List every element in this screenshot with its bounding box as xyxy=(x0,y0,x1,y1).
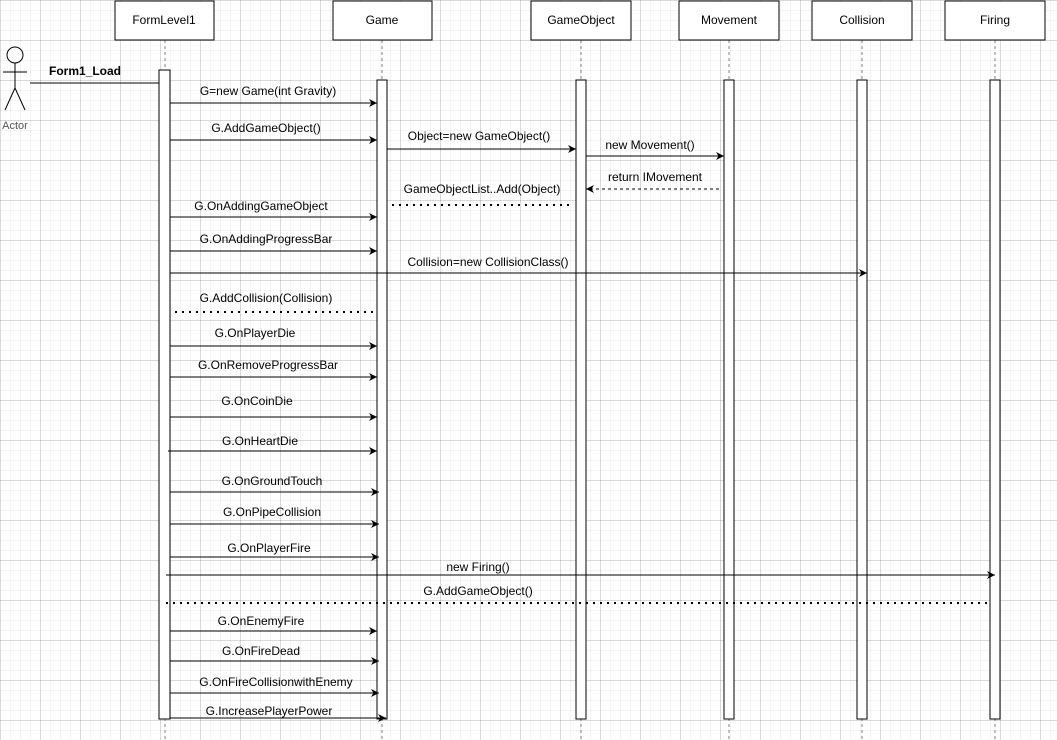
lifeline-gameobject-label: GameObject xyxy=(547,13,615,27)
message-label: return IMovement xyxy=(608,170,703,184)
actor-head xyxy=(6,46,24,64)
lifeline-gameobject: GameObject xyxy=(530,0,632,41)
message-on-enemy-fire: G.OnEnemyFire xyxy=(170,614,377,635)
message-return-imovement: return IMovement xyxy=(586,170,719,193)
message-label: Collision=new CollisionClass() xyxy=(407,255,568,269)
message-increase-player-power: G.IncreasePlayerPower xyxy=(170,704,386,722)
lifeline-firing-label: Firing xyxy=(980,13,1010,27)
message-on-fire-dead: G.OnFireDead xyxy=(170,644,379,665)
message-on-adding-game-object: G.OnAddingGameObject xyxy=(170,199,377,221)
message-label: new Movement() xyxy=(605,138,694,152)
lifeline-firing: Firing xyxy=(944,0,1046,41)
lifeline-game-label: Game xyxy=(366,13,399,27)
activation-formlevel1 xyxy=(158,69,171,720)
message-on-pipe-collision: G.OnPipeCollision xyxy=(170,505,379,528)
message-label: new Firing() xyxy=(446,560,509,574)
message-gameobjectlist-add: GameObjectList..Add(Object) xyxy=(392,182,571,206)
message-label: G.OnPlayerDie xyxy=(215,326,296,340)
message-on-adding-progress-bar: G.OnAddingProgressBar xyxy=(170,232,377,255)
lifeline-gameobject-box xyxy=(530,0,632,41)
message-label: G.OnFireCollisionwithEnemy xyxy=(199,675,352,689)
lifeline-movement-box xyxy=(678,0,780,41)
message-label: G.OnEnemyFire xyxy=(218,614,305,628)
actor-leg-left xyxy=(4,87,16,111)
actor-leg-right xyxy=(14,87,26,111)
message-label: G.OnAddingProgressBar xyxy=(200,232,333,246)
lifeline-movement: Movement xyxy=(678,0,780,41)
lifeline-game: Game xyxy=(332,0,433,41)
message-label: Object=new GameObject() xyxy=(408,129,550,143)
message-label: G.AddGameObject() xyxy=(211,121,320,135)
message-on-fire-collision-with-enemy: G.OnFireCollisionwithEnemy xyxy=(170,675,379,697)
message-label: Form1_Load xyxy=(49,64,121,78)
message-new-gameobject: Object=new GameObject() xyxy=(387,129,576,153)
message-on-remove-progress-bar: G.OnRemoveProgressBar xyxy=(170,358,377,381)
message-label: GameObjectList..Add(Object) xyxy=(404,182,561,196)
message-label: G.OnCoinDie xyxy=(221,394,293,408)
lifeline-formlevel1-label: FormLevel1 xyxy=(132,13,196,27)
message-new-game: G=new Game(int Gravity) xyxy=(170,84,377,107)
message-on-heart-die: G.OnHeartDie xyxy=(168,434,377,455)
message-label: G.OnHeartDie xyxy=(222,434,298,448)
lifeline-firing-box xyxy=(944,0,1046,41)
message-add-game-object: G.AddGameObject() xyxy=(170,121,377,144)
message-label: G.IncreasePlayerPower xyxy=(206,704,333,718)
lifeline-collision-box xyxy=(811,0,913,41)
lifeline-formlevel1-box xyxy=(114,0,215,41)
activation-game xyxy=(376,79,388,720)
message-label: G.AddGameObject() xyxy=(423,584,532,598)
actor-label: Actor xyxy=(2,120,28,132)
message-label: G.OnGroundTouch xyxy=(222,474,323,488)
message-new-collision-class: Collision=new CollisionClass() xyxy=(170,255,867,277)
message-label: G=new Game(int Gravity) xyxy=(200,84,336,98)
message-label: G.OnAddingGameObject xyxy=(194,199,328,213)
message-on-ground-touch: G.OnGroundTouch xyxy=(170,474,379,496)
activation-firing xyxy=(989,79,1001,720)
message-label: G.OnFireDead xyxy=(222,644,300,658)
message-on-player-fire: G.OnPlayerFire xyxy=(170,541,379,561)
lifeline-collision: Collision xyxy=(811,0,913,41)
message-new-firing: new Firing() xyxy=(166,560,995,579)
message-on-player-die: G.OnPlayerDie xyxy=(170,326,377,350)
activation-collision xyxy=(856,79,868,720)
message-add-collision: G.AddCollision(Collision) xyxy=(175,291,377,313)
message-on-coin-die: G.OnCoinDie xyxy=(170,394,377,421)
message-label: G.AddCollision(Collision) xyxy=(200,291,333,305)
actor xyxy=(3,46,27,111)
lifeline-collision-label: Collision xyxy=(839,13,884,27)
activation-gameobject xyxy=(575,79,587,720)
message-label: G.OnPipeCollision xyxy=(223,505,321,519)
message-form1-load: Form1_Load xyxy=(30,64,159,84)
message-label: G.OnRemoveProgressBar xyxy=(198,358,338,372)
activation-movement xyxy=(723,79,735,720)
message-add-game-object-firing: G.AddGameObject() xyxy=(166,584,990,604)
lifeline-game-box xyxy=(332,0,433,41)
message-label: G.OnPlayerFire xyxy=(227,541,311,555)
lifeline-movement-label: Movement xyxy=(701,13,758,27)
message-new-movement: new Movement() xyxy=(586,138,724,160)
lifeline-formlevel1: FormLevel1 xyxy=(114,0,215,41)
